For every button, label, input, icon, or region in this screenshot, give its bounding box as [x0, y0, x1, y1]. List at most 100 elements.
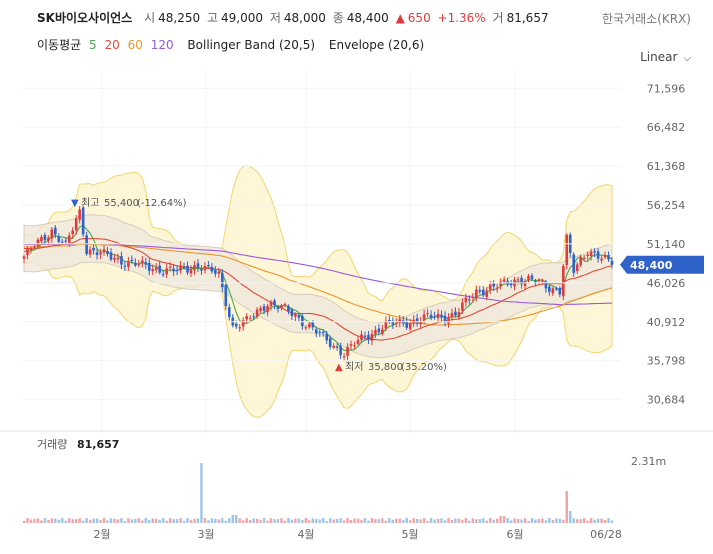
- volume-bar: [405, 518, 408, 523]
- candle-body: [520, 277, 523, 285]
- candle-body: [36, 239, 40, 247]
- volume-value: 81,657: [506, 11, 549, 25]
- volume-bar: [360, 519, 363, 523]
- candle: [499, 278, 502, 290]
- candle: [151, 264, 155, 276]
- last-price-tag: 48,400: [620, 255, 704, 274]
- ma5-legend[interactable]: 5: [89, 38, 97, 52]
- candle: [353, 341, 356, 349]
- candle: [321, 329, 325, 337]
- candle: [280, 303, 283, 311]
- volume-bar: [294, 518, 297, 523]
- candle-body: [200, 269, 203, 271]
- volume-bar: [238, 518, 241, 523]
- candle-body: [426, 313, 429, 315]
- y-tick-label: 40,912: [647, 316, 686, 329]
- bollinger-legend[interactable]: Bollinger Band (20,5): [187, 38, 316, 52]
- candle-body: [276, 306, 280, 309]
- volume-bar: [485, 520, 488, 523]
- candle: [548, 284, 551, 296]
- candle: [276, 305, 280, 313]
- volume-bar: [395, 518, 398, 523]
- candle: [109, 248, 113, 262]
- candle-body: [405, 321, 409, 328]
- candle: [241, 317, 245, 331]
- candle-body: [461, 302, 464, 311]
- candle-body: [189, 269, 193, 274]
- candle: [415, 313, 419, 327]
- candle: [565, 232, 569, 270]
- volume-bar: [454, 518, 457, 523]
- candle: [408, 318, 412, 332]
- volume-bar: [106, 520, 109, 523]
- volume-bar: [50, 518, 54, 523]
- volume-bar: [520, 519, 523, 523]
- candle: [95, 248, 99, 260]
- candle-body: [134, 262, 137, 266]
- ma120-legend[interactable]: 120: [150, 38, 174, 52]
- scale-dropdown[interactable]: Linear ⌵: [640, 50, 691, 64]
- candle: [335, 343, 339, 351]
- candle: [468, 295, 471, 305]
- candle: [106, 246, 109, 257]
- candle: [603, 251, 607, 260]
- candle-body: [130, 259, 134, 261]
- candle-body: [78, 209, 81, 220]
- volume-bar: [436, 518, 440, 523]
- volume-bar: [134, 518, 137, 523]
- volume-bar: [228, 518, 231, 523]
- candle: [544, 279, 548, 293]
- price-y-axis: 71,596 66,482 61,368 56,254 51,140 46,026 40,9…: [22, 82, 686, 407]
- candle: [561, 264, 565, 301]
- volume-bar: [175, 519, 179, 523]
- candle-body: [419, 321, 422, 325]
- high-annotation-pct: (-12.64%): [137, 198, 187, 209]
- candle-body: [234, 323, 238, 327]
- volume-bar: [569, 511, 572, 523]
- ma20-legend[interactable]: 20: [104, 38, 120, 52]
- scale-label: Linear: [640, 50, 678, 64]
- candle: [179, 261, 182, 274]
- ma60-legend[interactable]: 60: [127, 38, 143, 52]
- volume-plot-area: [22, 433, 620, 523]
- candle-body: [196, 263, 200, 268]
- volume-bar: [193, 518, 196, 523]
- candle-body: [92, 247, 95, 251]
- volume-bar: [231, 515, 234, 523]
- ma20-line: [23, 237, 613, 341]
- candle: [287, 304, 290, 315]
- candle-body: [415, 318, 419, 323]
- volume-bar: [36, 518, 40, 523]
- candle-body: [579, 257, 582, 266]
- candle-body: [582, 257, 586, 259]
- candle: [40, 234, 43, 245]
- volume-bar: [61, 518, 64, 523]
- envelope-legend[interactable]: Envelope (20,6): [328, 38, 425, 52]
- volume-bar: [499, 516, 502, 523]
- volume-bar: [78, 518, 81, 523]
- candle-body: [388, 320, 391, 322]
- volume-bar: [349, 520, 353, 523]
- candle: [555, 286, 558, 292]
- candle-body: [367, 334, 370, 340]
- candle: [377, 324, 381, 336]
- candle-body: [408, 323, 412, 330]
- candle-body: [464, 297, 468, 303]
- candle: [116, 253, 120, 264]
- volume-bar: [43, 518, 47, 523]
- x-tick-label: 4월: [297, 528, 314, 541]
- candle-body: [332, 345, 335, 348]
- volume-bar-series: [22, 463, 614, 523]
- volume-bar: [214, 518, 217, 523]
- candle-body: [109, 252, 113, 260]
- candle-body: [370, 333, 374, 341]
- candle: [374, 325, 377, 339]
- candle-body: [283, 304, 287, 306]
- x-axis: 2월 3월 4월 5월 6월 06/28: [93, 528, 621, 541]
- open-value: 48,250: [158, 11, 201, 25]
- candle: [207, 261, 210, 268]
- candle: [50, 226, 54, 243]
- volume-bar: [123, 520, 127, 523]
- candle: [266, 303, 269, 317]
